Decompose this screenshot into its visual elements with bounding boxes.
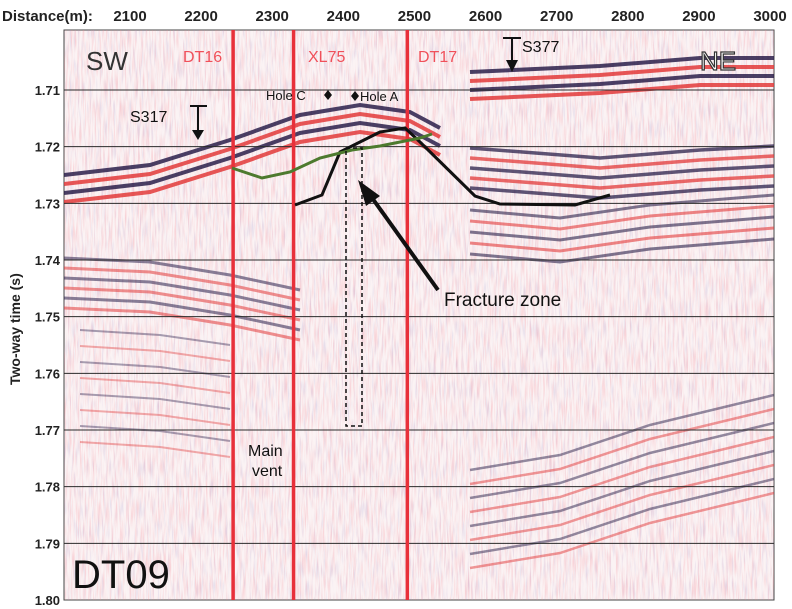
x-tick-label: 2100 xyxy=(113,8,146,25)
reflector-band xyxy=(469,204,774,231)
label-fracture-zone: Fracture zone xyxy=(444,290,561,311)
y-tick-label: 1.79 xyxy=(35,536,60,551)
s377-marker-icon xyxy=(503,37,521,72)
fracture-arrow-head xyxy=(358,180,380,206)
reflector-band xyxy=(469,215,774,242)
reflector-band xyxy=(64,266,301,302)
direction-sw: SW xyxy=(86,46,128,76)
reflector-band xyxy=(64,111,441,186)
reflector-band xyxy=(64,276,301,312)
reflector-band xyxy=(469,477,774,556)
reflector-band xyxy=(469,144,774,160)
reflector-band xyxy=(79,329,231,346)
reflector-band xyxy=(469,65,774,83)
reflector-band xyxy=(79,441,231,458)
y-axis-label: Two-way time (s) xyxy=(7,273,23,385)
reflector-band xyxy=(469,237,774,264)
green-horizon xyxy=(231,132,433,180)
label-main-vent-2: vent xyxy=(252,463,283,480)
x-tick-label: 2500 xyxy=(398,8,431,25)
reflector-band xyxy=(79,409,231,426)
label-s317: S317 xyxy=(130,109,167,126)
time-gridlines xyxy=(64,89,774,544)
label-main-vent-1: Main xyxy=(248,443,283,460)
label-hole-c: Hole C xyxy=(266,88,306,103)
y-tick-label: 1.72 xyxy=(35,140,60,155)
label-s377: S377 xyxy=(522,39,559,56)
reflector-band xyxy=(79,425,231,442)
panel-label: DT09 xyxy=(72,553,170,597)
reflector-band xyxy=(64,286,301,322)
x-tick-label: 3000 xyxy=(753,8,786,25)
reflector-band xyxy=(79,345,231,362)
reflector-band xyxy=(469,435,774,514)
s317-marker-icon xyxy=(190,105,207,140)
seismic-texture xyxy=(64,30,774,600)
reflector-band xyxy=(469,56,774,74)
reflector-band xyxy=(469,164,774,180)
reflector-band xyxy=(469,463,774,542)
x-tick-label: 2600 xyxy=(469,8,502,25)
dome-outline xyxy=(294,126,611,207)
reflector-band xyxy=(469,393,774,472)
label-dt17: DT17 xyxy=(418,49,457,66)
x-tick-label: 2700 xyxy=(540,8,573,25)
reflector-band xyxy=(469,226,774,253)
y-tick-label: 1.75 xyxy=(35,310,60,325)
y-tick-label: 1.76 xyxy=(35,366,60,381)
reflector-band xyxy=(64,296,301,332)
hole-c-diamond-icon xyxy=(324,90,332,100)
reflector-band xyxy=(469,491,774,570)
y-tick-label: 1.80 xyxy=(35,593,60,608)
label-xl75: XL75 xyxy=(308,49,345,66)
reflector-band xyxy=(469,407,774,486)
reflector-band xyxy=(469,193,774,220)
x-tick-label: 2300 xyxy=(256,8,289,25)
reflector-band xyxy=(64,102,441,177)
reflector-band xyxy=(79,377,231,394)
survey-lines xyxy=(231,30,410,600)
reflector-band xyxy=(64,306,301,342)
y-tick-label: 1.71 xyxy=(35,83,60,98)
reflector-band xyxy=(469,154,774,170)
reflector-band xyxy=(469,174,774,190)
reflector-band xyxy=(64,120,441,195)
x-tick-label: 2400 xyxy=(327,8,360,25)
x-axis-ticks: 2100 2200 2300 2400 2500 2600 2700 2800 2900 3000 xyxy=(113,8,786,25)
x-tick-label: 2800 xyxy=(611,8,644,25)
interpretation xyxy=(190,37,611,427)
direction-ne: NE xyxy=(700,46,736,76)
y-tick-label: 1.77 xyxy=(35,423,60,438)
x-axis-label: Distance(m): xyxy=(2,8,93,25)
fracture-zone-box xyxy=(345,147,363,427)
label-hole-a: Hole A xyxy=(360,89,399,104)
reflector-band xyxy=(79,393,231,410)
y-tick-label: 1.78 xyxy=(35,480,60,495)
label-dt16: DT16 xyxy=(183,49,222,66)
fracture-arrow-shaft xyxy=(368,193,440,292)
hole-a-diamond-icon xyxy=(351,91,359,101)
reflector-band xyxy=(469,184,774,200)
y-tick-label: 1.74 xyxy=(35,253,61,268)
reflector-band xyxy=(469,74,774,92)
x-tick-label: 2900 xyxy=(682,8,715,25)
reflector-band xyxy=(469,421,774,500)
y-tick-label: 1.73 xyxy=(35,196,60,211)
reflector-band xyxy=(469,83,774,101)
y-axis-ticks: 1.71 1.72 1.73 1.74 1.75 1.76 1.77 1.78 1.79 1.80 xyxy=(35,83,61,608)
reflector-band xyxy=(469,449,774,528)
x-tick-label: 2200 xyxy=(184,8,217,25)
